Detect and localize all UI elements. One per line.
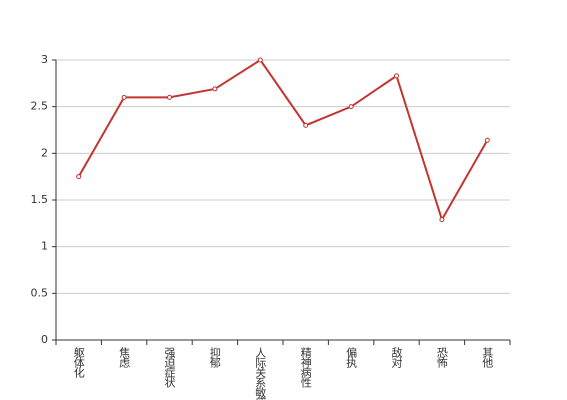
line — [77, 58, 489, 223]
y-tick-label: 1.5 — [31, 193, 49, 206]
x-tick-label: 躯体化 — [72, 347, 85, 379]
point — [257, 57, 263, 63]
x-tick-label: 人际关系敏感 — [254, 347, 267, 400]
point — [76, 174, 82, 180]
y-tick-label: 1 — [41, 240, 48, 253]
point — [167, 94, 172, 100]
point — [121, 94, 127, 100]
y-tick-label: 3 — [41, 53, 48, 66]
point — [303, 122, 309, 128]
y-tick-label: 2 — [41, 146, 48, 159]
x-tick-label: 强迫症状 — [163, 347, 176, 388]
y-tick-label: 2.5 — [31, 100, 49, 113]
x-tick-label: 恐怖 — [435, 347, 448, 368]
y-tick-label: 0.5 — [31, 286, 49, 299]
x-tick-label: 焦虑 — [118, 347, 131, 368]
x-tick-label: 敌对 — [390, 346, 403, 368]
x-tick-label: 精神病性 — [299, 347, 312, 389]
x-tick-label: 偏执 — [345, 346, 358, 369]
point — [484, 137, 490, 143]
point — [212, 86, 218, 92]
x-tick-label: 其他 — [481, 347, 494, 368]
x-tick-label: 抑郁 — [208, 346, 221, 368]
point — [348, 104, 354, 110]
y-tick-label: 0 — [41, 333, 48, 346]
point — [394, 73, 399, 79]
point — [439, 217, 445, 223]
